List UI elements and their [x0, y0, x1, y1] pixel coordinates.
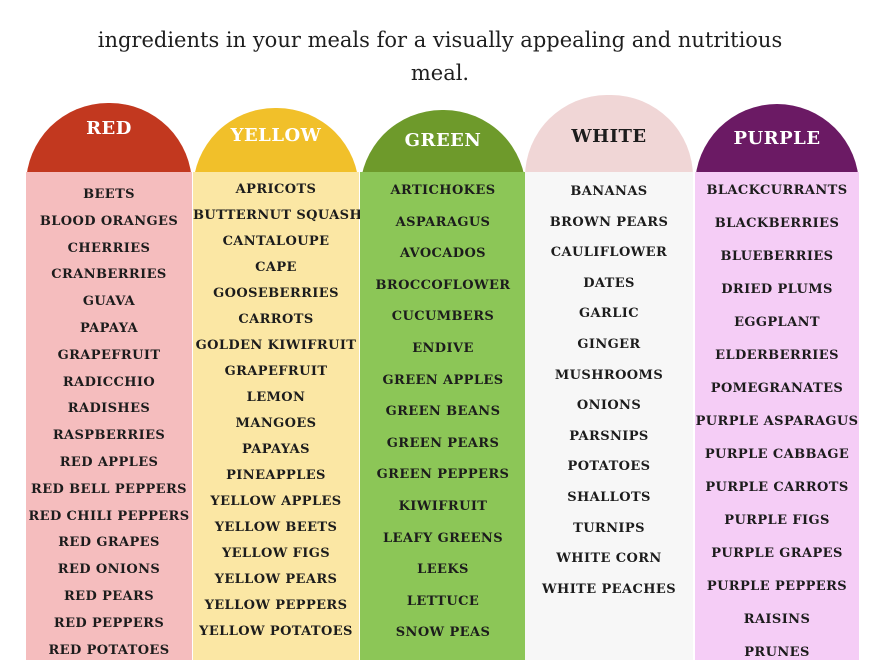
produce-item: PRUNES — [744, 645, 810, 660]
produce-item: YELLOW APPLES — [210, 494, 342, 509]
produce-item: GRAPEFRUIT — [57, 347, 161, 363]
column-title-red: RED — [86, 118, 132, 139]
produce-item: RED APPLES — [59, 455, 159, 470]
produce-item: CUCUMBERS — [391, 309, 495, 325]
intro-text: ingredients in your meals for a visually… — [0, 0, 880, 85]
produce-item: WHITE PEACHES — [542, 581, 676, 597]
produce-item: ONIONS — [576, 398, 642, 414]
produce-item: YELLOW PEPPERS — [204, 598, 348, 613]
produce-item: BLUEBERRIES — [720, 249, 834, 264]
produce-item: PURPLE GRAPES — [711, 546, 843, 561]
produce-item: DATES — [583, 275, 635, 291]
produce-item: BROCCOFLOWER — [375, 277, 511, 293]
produce-item: GREEN PEPPERS — [376, 467, 510, 483]
produce-item: MANGOES — [235, 416, 317, 431]
produce-item: SNOW PEAS — [395, 625, 491, 641]
produce-item: YELLOW FIGS — [221, 546, 331, 561]
produce-item: PURPLE FIGS — [724, 513, 830, 528]
produce-item: GOOSEBERRIES — [213, 286, 339, 301]
produce-item: TURNIPS — [573, 520, 645, 536]
produce-item: ENDIVE — [412, 341, 474, 356]
produce-item: MUSHROOMS — [554, 367, 664, 383]
column-red: RED BEETS BLOOD ORANGES CHERRIES CRANBERRIES… — [26, 0, 192, 660]
produce-item: POTATOES — [567, 459, 651, 475]
produce-item: GREEN PEARS — [386, 435, 500, 451]
produce-item: PINEAPPLES — [226, 468, 326, 483]
column-yellow: YELLOW APRICOTS BUTTERNUT SQUASH CANTALOUPE… — [193, 0, 363, 660]
produce-item: SHALLOTS — [567, 490, 651, 505]
column-body-white — [525, 172, 693, 660]
produce-item: CAULIFLOWER — [550, 245, 668, 261]
produce-item: RED POTATOES — [48, 642, 170, 658]
column-title-purple: PURPLE — [733, 128, 821, 149]
produce-item: BLACKBERRIES — [714, 216, 840, 231]
produce-item: DRIED PLUMS — [721, 282, 833, 297]
column-body-purple — [695, 172, 859, 660]
produce-item: BANANAS — [570, 184, 648, 199]
produce-item: GREEN APPLES — [382, 372, 504, 388]
column-body-red — [26, 172, 192, 660]
column-title-green: GREEN — [404, 130, 482, 151]
produce-item: YELLOW PEARS — [214, 572, 338, 587]
produce-item: RADICCHIO — [62, 374, 156, 390]
produce-item: PARSNIPS — [569, 428, 649, 444]
produce-item: CHERRIES — [67, 240, 151, 256]
produce-item: BLACKCURRANTS — [706, 183, 848, 198]
column-title-yellow: YELLOW — [230, 125, 322, 146]
produce-item: RED GRAPES — [58, 535, 160, 551]
intro-line: ingredients in your meals for a visually… — [97, 28, 783, 52]
produce-item: YELLOW POTATOES — [199, 624, 353, 639]
column-title-white: WHITE — [571, 126, 647, 147]
produce-item: PAPAYA — [79, 321, 139, 336]
produce-item: BLOOD ORANGES — [39, 213, 179, 229]
produce-item: GOLDEN KIWIFRUIT — [195, 338, 357, 353]
produce-item: PURPLE ASPARAGUS — [695, 414, 859, 429]
produce-item: RED ONIONS — [57, 562, 161, 578]
produce-item: PURPLE CARROTS — [705, 480, 849, 495]
produce-item: ELDERBERRIES — [715, 348, 839, 363]
produce-item: GREEN BEANS — [385, 404, 501, 420]
produce-item: APRICOTS — [235, 182, 317, 197]
produce-item: RADISHES — [67, 401, 151, 417]
produce-item: LEMON — [246, 390, 306, 405]
produce-item: GARLIC — [579, 306, 639, 322]
produce-item: PURPLE PEPPERS — [706, 579, 848, 594]
produce-item: RED PEARS — [63, 589, 155, 604]
column-body-green — [360, 172, 526, 660]
produce-item: BUTTERNUT SQUASH — [193, 208, 363, 223]
produce-item: RED CHILI PEPPERS — [28, 508, 190, 524]
produce-item: LETTUCE — [406, 593, 480, 609]
produce-item: LEAFY GREENS — [383, 530, 503, 546]
column-body-yellow — [193, 172, 359, 660]
produce-item: YELLOW BEETS — [214, 520, 338, 535]
produce-item: RED BELL PEPPERS — [31, 481, 187, 497]
produce-item: RED PEPPERS — [53, 615, 165, 631]
produce-item: PURPLE CABBAGE — [704, 447, 850, 462]
produce-item: CRANBERRIES — [51, 267, 167, 283]
column-green: GREEN ARTICHOKES ASPARAGUS AVOCADOS BROCCOFL… — [360, 0, 526, 660]
produce-item: KIWIFRUIT — [398, 499, 488, 514]
produce-item: RAISINS — [743, 612, 811, 627]
produce-item: AVOCADOS — [400, 246, 486, 262]
produce-item: CANTALOUPE — [222, 234, 330, 249]
produce-item: EGGPLANT — [734, 315, 820, 330]
produce-item: ASPARAGUS — [395, 214, 491, 230]
produce-item: POMEGRANATES — [710, 381, 844, 396]
produce-item: BROWN PEARS — [549, 214, 669, 230]
produce-item: GRAPEFRUIT — [224, 364, 328, 379]
produce-item: BEETS — [83, 187, 135, 202]
produce-item: CAPE — [255, 260, 297, 275]
produce-item: CARROTS — [238, 312, 314, 327]
produce-item: ARTICHOKES — [390, 183, 496, 198]
produce-item: GUAVA — [82, 294, 136, 310]
produce-item: LEEKS — [417, 562, 469, 578]
produce-item: PAPAYAS — [242, 442, 310, 457]
produce-item: WHITE CORN — [556, 551, 662, 567]
intro-line: meal. — [410, 61, 470, 85]
column-white: WHITE BANANAS BROWN PEARS CAULIFLOWER DATES G… — [525, 0, 693, 660]
produce-item: RASPBERRIES — [52, 428, 166, 444]
produce-item: GINGER — [577, 337, 641, 352]
column-purple: PURPLE BLACKCURRANTS BLACKBERRIES BLUEBERRI… — [695, 0, 859, 660]
